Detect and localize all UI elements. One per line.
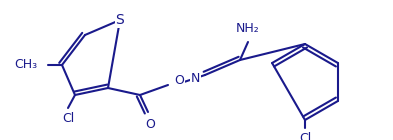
Text: N: N	[191, 73, 200, 86]
Text: Cl: Cl	[299, 132, 311, 140]
Text: NH₂: NH₂	[236, 22, 260, 35]
Text: O: O	[174, 74, 184, 88]
Text: Cl: Cl	[62, 112, 74, 125]
Text: S: S	[116, 13, 124, 27]
Text: CH₃: CH₃	[14, 59, 37, 72]
Text: O: O	[145, 118, 155, 131]
